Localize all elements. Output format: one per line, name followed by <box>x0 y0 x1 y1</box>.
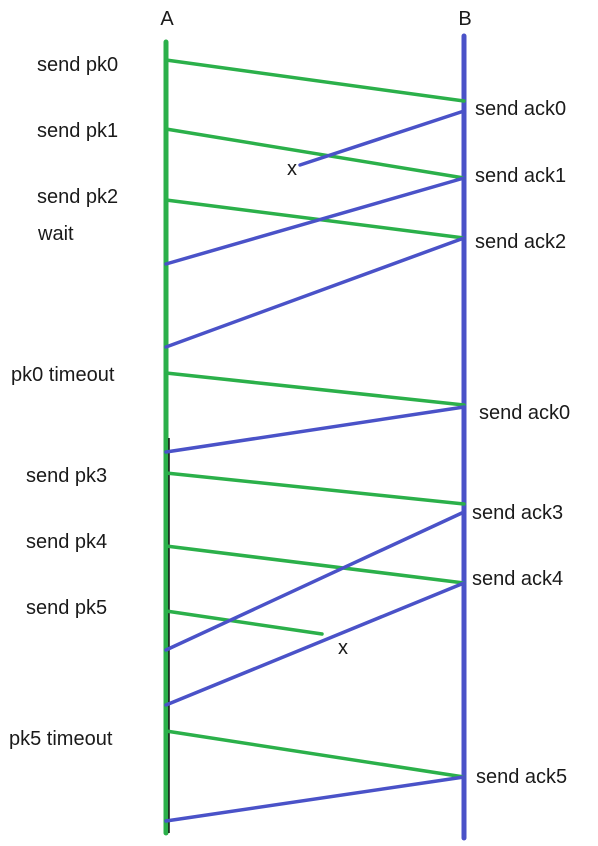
message-arrow-ack3 <box>164 510 466 652</box>
message-arrow-pk5-lost <box>164 609 324 636</box>
receiver-event-send-ack0-second: send ack0 <box>479 402 570 424</box>
sender-event-send-pk1: send pk1 <box>37 120 118 142</box>
sender-event-send-pk5: send pk5 <box>26 597 107 619</box>
loss-marker-ack0: x <box>287 158 297 180</box>
message-arrow-pk3 <box>164 471 466 506</box>
sender-event-pk5-timeout: pk5 timeout <box>9 728 113 750</box>
message-arrow-pk5-retransmit <box>164 729 466 779</box>
sender-event-send-pk4: send pk4 <box>26 531 107 553</box>
message-arrow-ack0-second <box>164 405 466 454</box>
receiver-event-send-ack0: send ack0 <box>475 98 566 120</box>
entity-label-a: A <box>160 8 174 30</box>
loss-marker-pk5: x <box>338 637 348 659</box>
receiver-event-send-ack5: send ack5 <box>476 766 567 788</box>
message-arrow-pk1 <box>164 127 466 180</box>
message-arrow-ack2 <box>164 236 466 349</box>
sender-event-send-pk2: send pk2 <box>37 186 118 208</box>
sender-event-send-pk3: send pk3 <box>26 465 107 487</box>
sender-event-pk0-timeout: pk0 timeout <box>11 364 115 386</box>
receiver-event-send-ack2: send ack2 <box>475 231 566 253</box>
message-arrow-pk0 <box>164 58 466 103</box>
entity-label-b: B <box>458 8 471 30</box>
message-arrow-ack5 <box>164 775 466 823</box>
message-arrow-pk0-retransmit <box>164 371 466 407</box>
message-arrow-pk2 <box>164 198 466 240</box>
message-arrow-ack4 <box>164 581 466 707</box>
message-arrow-pk4 <box>164 544 466 585</box>
receiver-event-send-ack3: send ack3 <box>472 502 563 524</box>
receiver-event-send-ack1: send ack1 <box>475 165 566 187</box>
sender-event-wait: wait <box>37 223 74 245</box>
message-arrow-ack0-lost <box>298 109 466 167</box>
message-arrow-ack1 <box>164 176 466 266</box>
sender-event-send-pk0: send pk0 <box>37 54 118 76</box>
receiver-event-send-ack4: send ack4 <box>472 568 563 590</box>
